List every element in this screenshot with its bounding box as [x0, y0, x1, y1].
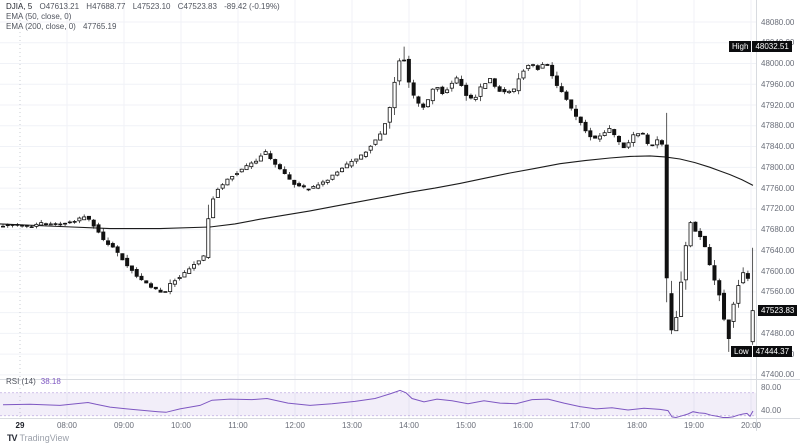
low-value: L47523.10 [132, 2, 171, 11]
price-axis-label: 47840.00 [761, 142, 795, 152]
price-axis-label: 47680.00 [761, 225, 795, 235]
time-axis-label: 18:00 [626, 421, 648, 430]
price-axis-label: 47480.00 [761, 328, 795, 338]
price-axis-label: 47800.00 [761, 162, 795, 172]
chart-legend: DJIA, 5 O47613.21 H47688.77 L47523.10 C4… [6, 2, 280, 32]
price-axis-label: 47720.00 [761, 204, 795, 214]
tradingview-wordmark: TradingView [19, 433, 70, 443]
time-axis-label: 09:00 [113, 421, 135, 430]
legend-ema50-row[interactable]: EMA (50, close, 0) [6, 12, 280, 22]
price-axis-label: 47960.00 [761, 79, 795, 89]
low-badge-value: 47444.37 [752, 346, 793, 358]
time-axis-label: 12:00 [284, 421, 306, 430]
rsi-axis-label: 40.00 [761, 405, 782, 415]
last-price-badge: 47523.83 [758, 305, 798, 317]
price-axis-label: 48000.00 [761, 59, 795, 69]
change-value: -89.42 (-0.19%) [224, 2, 280, 11]
symbol-title: DJIA, 5 [6, 2, 33, 11]
price-axis-label: 47560.00 [761, 287, 795, 297]
time-axis-label: 13:00 [341, 421, 363, 430]
time-axis-label: 15:00 [455, 421, 477, 430]
close-value: C47523.83 [177, 2, 217, 11]
rsi-value: 38.18 [40, 377, 61, 386]
legend-ema200-row[interactable]: EMA (200, close, 0) 47765.19 [6, 22, 280, 32]
time-axis-label: 08:00 [56, 421, 78, 430]
time-axis-label: 14:00 [398, 421, 420, 430]
open-value: O47613.21 [39, 2, 80, 11]
time-axis-label: 10:00 [170, 421, 192, 430]
last-badge-value: 47523.83 [758, 305, 798, 317]
high-badge-value: 48032.51 [752, 41, 792, 53]
price-axis-label: 47760.00 [761, 183, 795, 193]
time-axis-label: 19:00 [683, 421, 705, 430]
high-badge-tag: High [729, 41, 752, 53]
time-axis-day-label: 29 [15, 421, 25, 430]
time-axis-label: 20:00 [740, 421, 762, 430]
price-axis-label: 47400.00 [761, 370, 795, 380]
rsi-label: RSI (14) [6, 377, 36, 386]
tradingview-icon: TV [7, 433, 17, 443]
time-axis-label: 17:00 [569, 421, 591, 430]
ema200-label: EMA (200, close, 0) [6, 22, 76, 31]
ema50-label: EMA (50, close, 0) [6, 12, 72, 21]
ema200-value: 47765.19 [83, 22, 117, 31]
high-value: H47688.77 [86, 2, 126, 11]
low-badge-tag: Low [731, 346, 752, 358]
legend-symbol-row[interactable]: DJIA, 5 O47613.21 H47688.77 L47523.10 C4… [6, 2, 280, 12]
session-low-badge: Low 47444.37 [731, 346, 793, 358]
time-axis-label: 16:00 [512, 421, 534, 430]
price-axis-label: 47600.00 [761, 266, 795, 276]
price-axis-label: 48080.00 [761, 17, 795, 27]
rsi-legend-row[interactable]: RSI (14) 38.18 [6, 377, 61, 386]
tradingview-logo[interactable]: TV TradingView [7, 432, 69, 444]
session-high-badge: High 48032.51 [729, 41, 792, 53]
rsi-axis-label: 80.00 [761, 382, 782, 392]
price-axis-label: 47920.00 [761, 100, 795, 110]
price-axis-label: 47640.00 [761, 245, 795, 255]
price-axis-label: 47880.00 [761, 121, 795, 131]
time-axis-label: 11:00 [228, 421, 248, 430]
